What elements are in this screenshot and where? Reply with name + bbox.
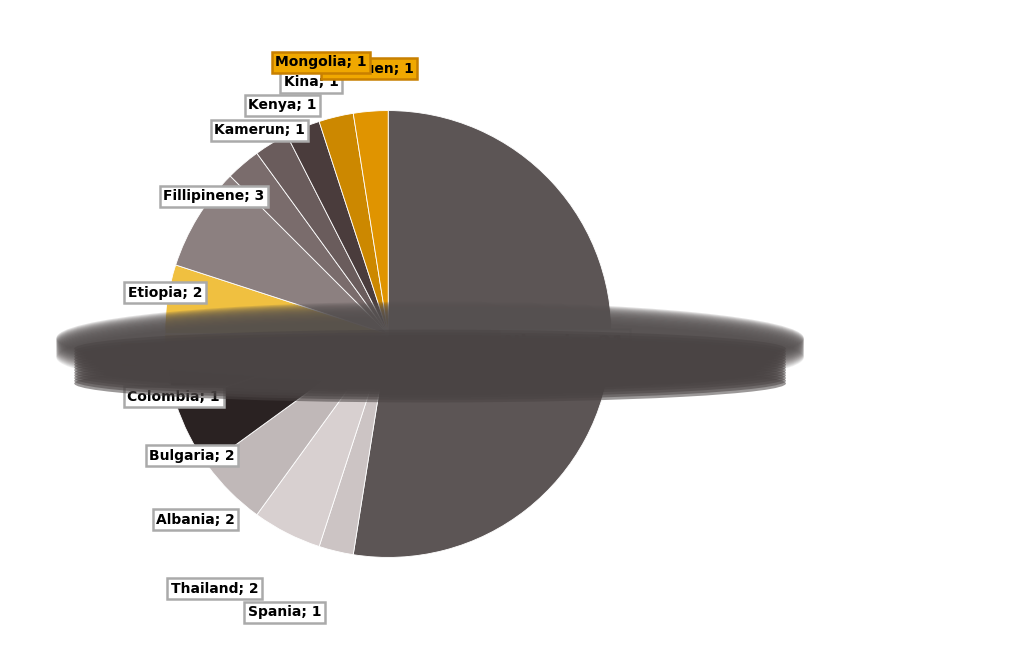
Text: Albania; 2: Albania; 2 bbox=[156, 513, 234, 527]
Wedge shape bbox=[257, 135, 388, 334]
Text: Kina; 1: Kina; 1 bbox=[284, 75, 339, 90]
Wedge shape bbox=[176, 334, 388, 466]
Text: Lithauen; 1: Lithauen; 1 bbox=[325, 62, 414, 76]
Text: Kenya; 1: Kenya; 1 bbox=[248, 98, 316, 112]
Wedge shape bbox=[319, 114, 388, 334]
Wedge shape bbox=[168, 334, 388, 403]
Text: Mongolia; 1: Mongolia; 1 bbox=[275, 55, 367, 69]
Wedge shape bbox=[165, 265, 388, 334]
Text: Etiopia; 2: Etiopia; 2 bbox=[128, 286, 203, 300]
Text: Nigeria; 21: Nigeria; 21 bbox=[504, 333, 626, 353]
Wedge shape bbox=[319, 334, 388, 554]
Text: Fillipinene; 3: Fillipinene; 3 bbox=[164, 189, 264, 203]
Text: Kamerun; 1: Kamerun; 1 bbox=[214, 123, 305, 137]
Text: Danmark; 1: Danmark; 1 bbox=[125, 347, 216, 361]
Wedge shape bbox=[230, 153, 388, 334]
Wedge shape bbox=[165, 334, 388, 369]
Wedge shape bbox=[208, 334, 388, 515]
Wedge shape bbox=[353, 111, 388, 334]
Wedge shape bbox=[176, 176, 388, 334]
Wedge shape bbox=[257, 334, 388, 546]
Text: Colombia; 1: Colombia; 1 bbox=[128, 389, 220, 403]
Text: Thailand; 2: Thailand; 2 bbox=[171, 582, 258, 596]
Wedge shape bbox=[353, 111, 611, 557]
Text: Bulgaria; 2: Bulgaria; 2 bbox=[150, 449, 234, 463]
Wedge shape bbox=[287, 122, 388, 334]
Text: Spania; 1: Spania; 1 bbox=[248, 605, 322, 619]
